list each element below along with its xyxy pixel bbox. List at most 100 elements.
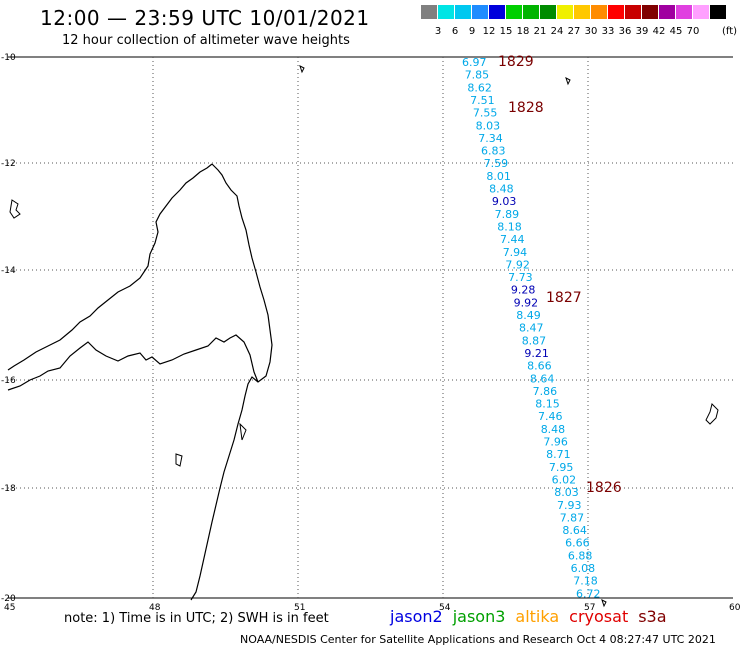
pass-label-1829: 1829	[498, 54, 534, 70]
latitude-label: -18	[1, 484, 16, 494]
wave-height-value: 8.48	[541, 423, 566, 436]
wave-height-value: 7.87	[560, 511, 585, 524]
islet-5	[601, 599, 607, 608]
legend-label: 12	[482, 26, 496, 37]
legend-swatch	[591, 5, 607, 19]
wave-height-value: 6.97	[462, 56, 487, 69]
legend-label: 9	[468, 26, 476, 37]
graticule	[8, 57, 733, 598]
longitude-label: 57	[584, 603, 595, 613]
wave-height-value: 7.96	[543, 436, 568, 449]
legend-label: 30	[584, 26, 598, 37]
wave-height-value: 7.18	[573, 575, 598, 588]
legend-swatch	[540, 5, 556, 19]
latitude-label: -20	[1, 594, 16, 604]
satellite-s3a: s3a	[638, 607, 667, 626]
wave-height-value: 9.28	[511, 284, 536, 297]
pass-label-1826: 1826	[586, 480, 622, 496]
longitude-label: 54	[439, 603, 451, 613]
satellite-jason2: jason2	[390, 607, 443, 626]
legend-swatch	[642, 5, 658, 19]
wave-height-value: 8.47	[519, 322, 544, 335]
satellite-cryosat: cryosat	[569, 607, 629, 626]
legend-units: (ft)	[722, 26, 738, 37]
wave-height-value: 7.59	[484, 157, 509, 170]
wave-height-value: 6.72	[576, 587, 601, 600]
longitude-labels: 45 48 51 54 57 60	[4, 603, 740, 613]
wave-height-value: 7.94	[503, 246, 528, 259]
wave-height-value: 9.21	[524, 347, 549, 360]
map-title: 12:00 — 23:59 UTC 10/01/2021	[40, 6, 370, 30]
legend-swatch	[608, 5, 624, 19]
madagascar-coastline	[7, 163, 273, 601]
legend-swatch	[421, 5, 437, 19]
legend-label: 33	[601, 26, 615, 37]
legend-label: 45	[669, 26, 683, 37]
legend-swatch	[455, 5, 471, 19]
wave-height-value: 8.48	[489, 183, 513, 196]
wave-height-value: 8.64	[562, 524, 587, 537]
wave-height-track: 6.977.858.627.517.558.037.346.837.598.01…	[462, 56, 601, 600]
wave-height-value: 7.46	[538, 410, 563, 423]
wave-height-value: 8.66	[527, 360, 552, 373]
pass-label-1828: 1828	[508, 100, 544, 116]
wave-height-value: 8.03	[554, 486, 579, 499]
longitude-label: 48	[149, 603, 161, 613]
footer-credit: NOAA/NESDIS Center for Satellite Applica…	[240, 633, 716, 646]
wave-height-value: 7.92	[505, 258, 530, 271]
wave-height-value: 7.95	[549, 461, 574, 474]
island-east	[705, 403, 719, 425]
islet-3	[175, 453, 183, 467]
legend-label: 39	[635, 26, 649, 37]
wave-height-value: 7.51	[470, 94, 495, 107]
wave-height-value: 8.62	[467, 81, 492, 94]
units-note: note: 1) Time is in UTC; 2) SWH is in fe…	[64, 611, 329, 626]
wave-height-value: 6.02	[552, 473, 577, 486]
wave-height-value: 8.15	[535, 398, 560, 411]
wave-height-value: 7.55	[473, 107, 498, 120]
legend-label: 36	[618, 26, 632, 37]
legend-label: 27	[567, 26, 581, 37]
latitude-label: -10	[1, 53, 16, 63]
islet-1	[299, 65, 305, 74]
legend-label: 21	[533, 26, 547, 37]
wave-height-value: 6.88	[568, 549, 593, 562]
islet-4	[239, 422, 247, 441]
legend-swatch	[676, 5, 692, 19]
legend-swatch	[438, 5, 454, 19]
wave-height-value: 7.89	[495, 208, 519, 221]
legend-label: 6	[451, 26, 459, 37]
wave-height-value: 6.08	[571, 562, 596, 575]
wave-height-value: 8.87	[522, 334, 547, 347]
legend-swatch	[506, 5, 522, 19]
wave-height-value: 7.85	[465, 69, 490, 82]
wave-height-value: 8.64	[530, 372, 555, 385]
wave-height-value: 7.34	[478, 132, 503, 145]
wave-height-value: 9.92	[514, 296, 539, 309]
wave-height-value: 8.03	[476, 119, 501, 132]
legend-label: 3	[434, 26, 442, 37]
wave-height-value: 9.03	[492, 195, 517, 208]
wave-height-value: 8.49	[516, 309, 541, 322]
wave-height-value: 8.71	[546, 448, 571, 461]
legend-swatch	[574, 5, 590, 19]
wave-height-value: 7.44	[500, 233, 525, 246]
wave-height-value: 8.18	[497, 221, 522, 234]
legend-label: 70	[686, 26, 700, 37]
legend-swatch	[489, 5, 505, 19]
wave-height-value: 7.86	[533, 385, 558, 398]
latitude-labels: -10 -12 -14 -16 -18 -20	[1, 53, 16, 604]
map-subtitle: 12 hour collection of altimeter wave hei…	[62, 33, 350, 48]
longitude-label: 51	[294, 603, 305, 613]
islet-2	[565, 77, 571, 86]
wave-height-value: 6.66	[565, 537, 590, 550]
latitude-label: -12	[1, 159, 16, 169]
latitude-label: -16	[1, 376, 16, 386]
legend-swatch	[523, 5, 539, 19]
satellite-legend: jason2 jason3 altika cryosat s3a	[390, 607, 677, 626]
longitude-label: 45	[4, 603, 15, 613]
legend-label: 15	[499, 26, 513, 37]
wave-height-value: 7.93	[557, 499, 582, 512]
pass-label-1827: 1827	[546, 290, 582, 306]
legend-swatch	[659, 5, 675, 19]
